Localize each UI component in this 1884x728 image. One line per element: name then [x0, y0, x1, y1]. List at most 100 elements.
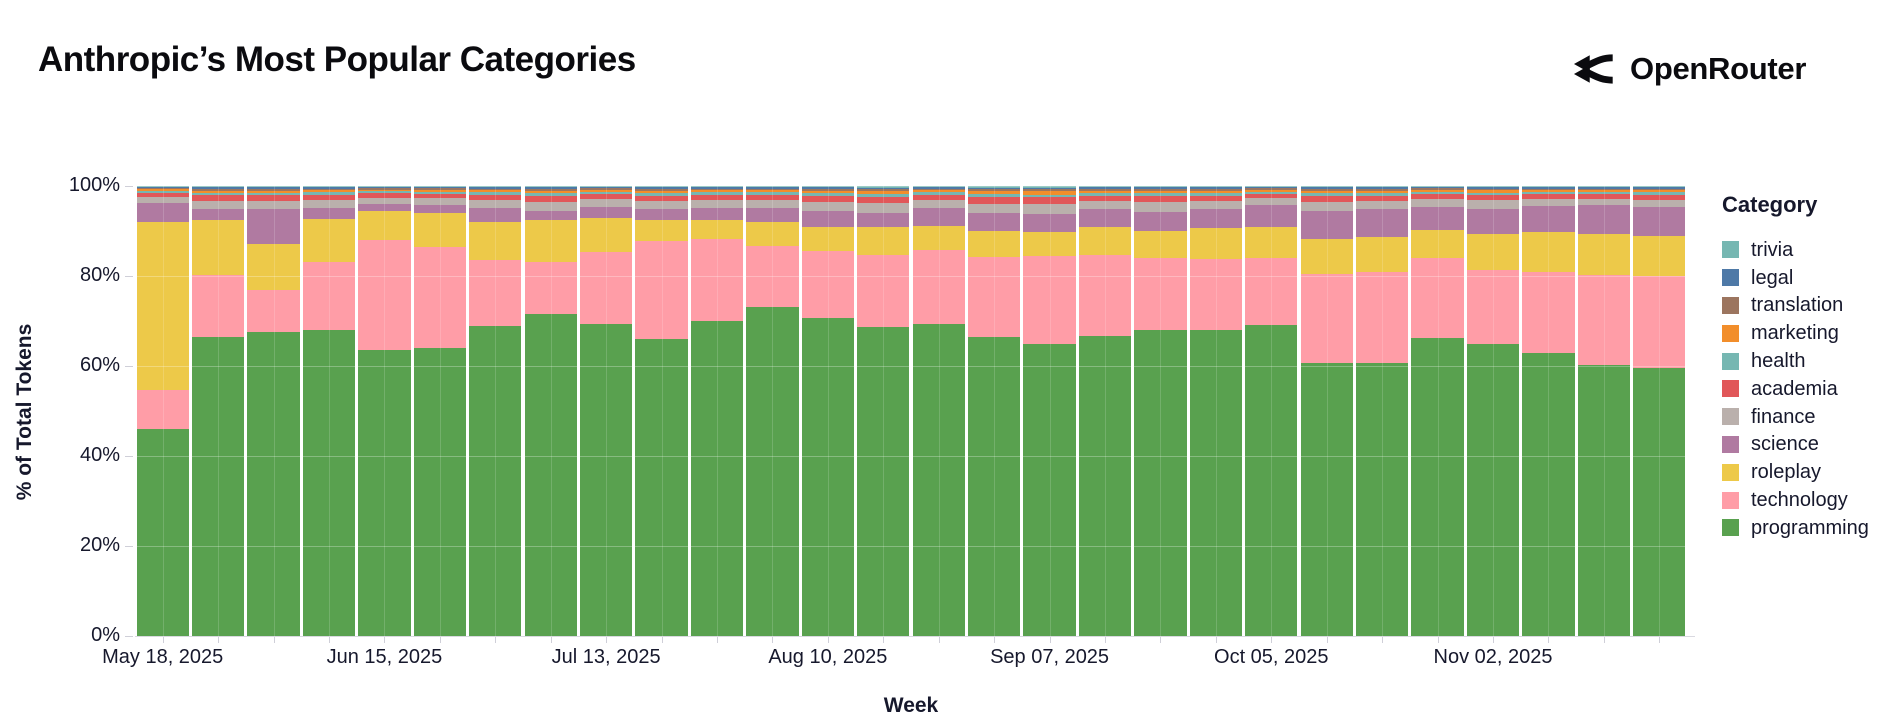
- bar-segment-finance[interactable]: [302, 199, 356, 208]
- bar-week-jun-29-2025[interactable]: [469, 186, 522, 636]
- bar-segment-academia[interactable]: [358, 193, 411, 198]
- bar-segment-marketing[interactable]: [1466, 190, 1520, 193]
- bar-segment-marketing[interactable]: [857, 191, 910, 195]
- bar-segment-science[interactable]: [635, 208, 688, 220]
- bar-week-nov-02-2025[interactable]: [1466, 186, 1520, 636]
- bar-week-jun-15-2025[interactable]: [358, 186, 411, 636]
- bar-segment-translation[interactable]: [857, 189, 910, 192]
- bar-segment-science[interactable]: [746, 208, 799, 223]
- bar-segment-finance[interactable]: [358, 197, 411, 204]
- bar-segment-health[interactable]: [857, 194, 910, 197]
- bar-segment-roleplay[interactable]: [912, 225, 965, 250]
- bar-segment-translation[interactable]: [579, 188, 633, 190]
- bar-segment-marketing[interactable]: [967, 191, 1021, 195]
- bar-segment-health[interactable]: [1411, 191, 1464, 195]
- bar-segment-finance[interactable]: [579, 199, 633, 207]
- bar-segment-marketing[interactable]: [469, 190, 522, 193]
- bar-segment-academia[interactable]: [1577, 194, 1631, 199]
- bar-segment-health[interactable]: [1023, 194, 1076, 198]
- bar-segment-trivia[interactable]: [469, 186, 522, 188]
- bar-segment-science[interactable]: [524, 210, 577, 220]
- bar-segment-programming[interactable]: [912, 323, 965, 636]
- bar-segment-health[interactable]: [1633, 192, 1686, 195]
- bar-segment-science[interactable]: [1633, 207, 1686, 236]
- bar-segment-marketing[interactable]: [358, 189, 411, 192]
- bar-segment-science[interactable]: [469, 208, 522, 222]
- bar-segment-marketing[interactable]: [191, 190, 245, 194]
- bar-week-aug-03-2025[interactable]: [746, 186, 799, 636]
- bar-segment-programming[interactable]: [469, 325, 522, 636]
- bar-segment-health[interactable]: [413, 191, 467, 194]
- bar-segment-health[interactable]: [1522, 192, 1575, 195]
- bar-segment-trivia[interactable]: [1633, 186, 1686, 188]
- bar-segment-programming[interactable]: [1466, 344, 1520, 636]
- bar-segment-roleplay[interactable]: [857, 227, 910, 255]
- bar-segment-technology[interactable]: [690, 238, 744, 321]
- legend-item-technology[interactable]: technology: [1722, 486, 1869, 514]
- bar-segment-programming[interactable]: [1633, 367, 1686, 636]
- bar-segment-programming[interactable]: [1023, 343, 1076, 636]
- bar-segment-technology[interactable]: [912, 249, 965, 324]
- bar-segment-science[interactable]: [1245, 204, 1298, 228]
- bar-week-sep-28-2025[interactable]: [1189, 186, 1243, 636]
- bar-week-oct-05-2025[interactable]: [1245, 186, 1298, 636]
- bar-segment-academia[interactable]: [191, 195, 245, 201]
- bar-segment-roleplay[interactable]: [690, 219, 744, 239]
- bar-segment-trivia[interactable]: [690, 186, 744, 188]
- bar-segment-science[interactable]: [1078, 209, 1132, 228]
- bar-segment-translation[interactable]: [1577, 188, 1631, 190]
- bar-segment-programming[interactable]: [1522, 353, 1575, 636]
- bar-segment-legal[interactable]: [413, 187, 467, 189]
- bar-segment-marketing[interactable]: [1189, 190, 1243, 194]
- bar-segment-technology[interactable]: [302, 261, 356, 330]
- bar-segment-programming[interactable]: [413, 348, 467, 636]
- bar-segment-finance[interactable]: [191, 200, 245, 209]
- bar-week-nov-09-2025[interactable]: [1522, 186, 1575, 636]
- bar-segment-health[interactable]: [247, 193, 300, 196]
- bar-segment-trivia[interactable]: [1466, 186, 1520, 188]
- bar-segment-marketing[interactable]: [1078, 190, 1132, 194]
- bar-segment-finance[interactable]: [1522, 199, 1575, 207]
- bar-segment-programming[interactable]: [579, 324, 633, 636]
- bar-segment-finance[interactable]: [967, 203, 1021, 214]
- bar-segment-legal[interactable]: [1411, 187, 1464, 189]
- legend-item-translation[interactable]: translation: [1722, 292, 1869, 320]
- bar-segment-science[interactable]: [967, 213, 1021, 232]
- bar-week-aug-10-2025[interactable]: [801, 186, 855, 636]
- bar-segment-marketing[interactable]: [1245, 189, 1298, 192]
- bar-segment-marketing[interactable]: [912, 190, 965, 193]
- bar-segment-programming[interactable]: [1577, 364, 1631, 636]
- bar-segment-translation[interactable]: [358, 188, 411, 190]
- bar-segment-roleplay[interactable]: [469, 221, 522, 260]
- bar-segment-technology[interactable]: [1466, 269, 1520, 345]
- bar-segment-translation[interactable]: [1023, 189, 1076, 192]
- bar-segment-academia[interactable]: [302, 194, 356, 200]
- bar-segment-marketing[interactable]: [1134, 190, 1187, 194]
- bar-segment-translation[interactable]: [967, 189, 1021, 191]
- bar-segment-legal[interactable]: [1633, 187, 1686, 189]
- bar-segment-trivia[interactable]: [358, 186, 411, 188]
- bar-segment-finance[interactable]: [1411, 199, 1464, 207]
- bar-segment-marketing[interactable]: [413, 189, 467, 192]
- bar-segment-roleplay[interactable]: [136, 222, 189, 391]
- bar-segment-marketing[interactable]: [635, 190, 688, 194]
- bar-segment-programming[interactable]: [801, 317, 855, 636]
- bar-segment-legal[interactable]: [579, 187, 633, 189]
- bar-segment-finance[interactable]: [690, 200, 744, 209]
- bar-segment-translation[interactable]: [1633, 188, 1686, 191]
- bar-segment-roleplay[interactable]: [1078, 227, 1132, 255]
- bar-segment-health[interactable]: [191, 193, 245, 196]
- bar-segment-trivia[interactable]: [912, 186, 965, 188]
- bar-segment-science[interactable]: [191, 208, 245, 220]
- bar-segment-academia[interactable]: [413, 193, 467, 199]
- bar-segment-health[interactable]: [1355, 193, 1409, 196]
- bar-segment-translation[interactable]: [801, 188, 855, 191]
- bar-week-oct-19-2025[interactable]: [1355, 186, 1409, 636]
- bar-segment-roleplay[interactable]: [801, 226, 855, 252]
- bar-segment-trivia[interactable]: [191, 186, 245, 188]
- bar-segment-legal[interactable]: [1189, 187, 1243, 189]
- bar-segment-translation[interactable]: [524, 188, 577, 191]
- bar-segment-trivia[interactable]: [635, 186, 688, 188]
- bar-segment-science[interactable]: [1355, 209, 1409, 238]
- bar-segment-roleplay[interactable]: [967, 231, 1021, 258]
